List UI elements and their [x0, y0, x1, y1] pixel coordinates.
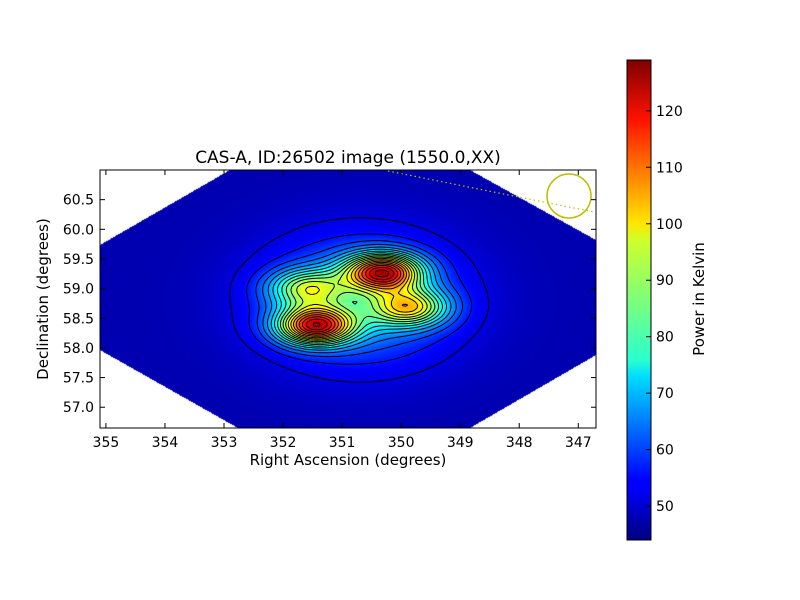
x-tick-label: 347	[565, 435, 592, 451]
contour-line	[274, 250, 443, 347]
contour-line	[270, 248, 447, 349]
x-tick-label: 348	[506, 435, 533, 451]
y-axis: 57.0 57.5 58.0 58.5 59.0 59.5 60.0 60.5	[63, 193, 596, 416]
y-tick-label: 57.0	[63, 400, 94, 416]
contour-line	[293, 260, 408, 337]
chart-title: CAS-A, ID:26502 image (1550.0,XX)	[195, 148, 501, 168]
contour-lines	[229, 217, 490, 383]
contour-line	[279, 253, 436, 344]
contour-line	[277, 252, 439, 346]
x-tick-label: 350	[388, 435, 415, 451]
y-tick-label: 57.5	[63, 371, 94, 387]
colorbar-tick-label: 110	[656, 160, 683, 176]
y-tick-label: 60.0	[63, 222, 94, 238]
contour-line	[306, 266, 395, 331]
x-tick-label: 353	[211, 435, 238, 451]
x-axis: 355 354 353 352 351 350 349 348 347	[93, 170, 592, 451]
x-tick-label: 351	[329, 435, 356, 451]
heatmap-image	[100, 170, 596, 428]
contour-line	[282, 255, 432, 343]
colorbar-tick-label: 80	[656, 330, 674, 346]
plot-frame	[99, 169, 597, 429]
contour-line	[298, 263, 402, 334]
contour-line	[262, 243, 457, 354]
x-tick-label: 354	[152, 435, 179, 451]
colorbar	[626, 59, 652, 541]
contour-line	[302, 264, 399, 333]
colorbar-tick-label: 120	[656, 104, 683, 120]
contour-line	[287, 257, 424, 340]
y-tick-label: 59.5	[63, 252, 94, 268]
contour-line	[290, 259, 419, 339]
contour-line	[312, 269, 389, 327]
contour-line	[266, 246, 452, 351]
x-tick-label: 355	[93, 435, 120, 451]
contour-line	[295, 261, 405, 336]
y-tick-label: 59.0	[63, 282, 94, 298]
y-tick-label: 60.5	[63, 193, 94, 209]
x-axis-label: Right Ascension (degrees)	[250, 451, 447, 469]
y-tick-label: 58.5	[63, 311, 94, 327]
colorbar-axis: 50 60 70 80 90 100 110 120	[646, 104, 683, 515]
y-axis-label: Declination (degrees)	[34, 218, 52, 380]
contour-line	[255, 240, 464, 358]
contour-line	[285, 256, 428, 341]
colorbar-tick-label: 100	[656, 217, 683, 233]
contour-line	[246, 233, 473, 365]
colorbar-tick-label: 50	[656, 499, 674, 515]
colorbar-tick-label: 60	[656, 443, 674, 459]
x-tick-label: 349	[447, 435, 474, 451]
colorbar-label: Power in Kelvin	[690, 242, 708, 356]
y-tick-label: 58.0	[63, 341, 94, 357]
colorbar-tick-label: 70	[656, 386, 674, 402]
contour-line	[229, 217, 490, 383]
beam-circle	[546, 173, 592, 219]
colorbar-tick-label: 90	[656, 273, 674, 289]
x-tick-label: 352	[270, 435, 297, 451]
